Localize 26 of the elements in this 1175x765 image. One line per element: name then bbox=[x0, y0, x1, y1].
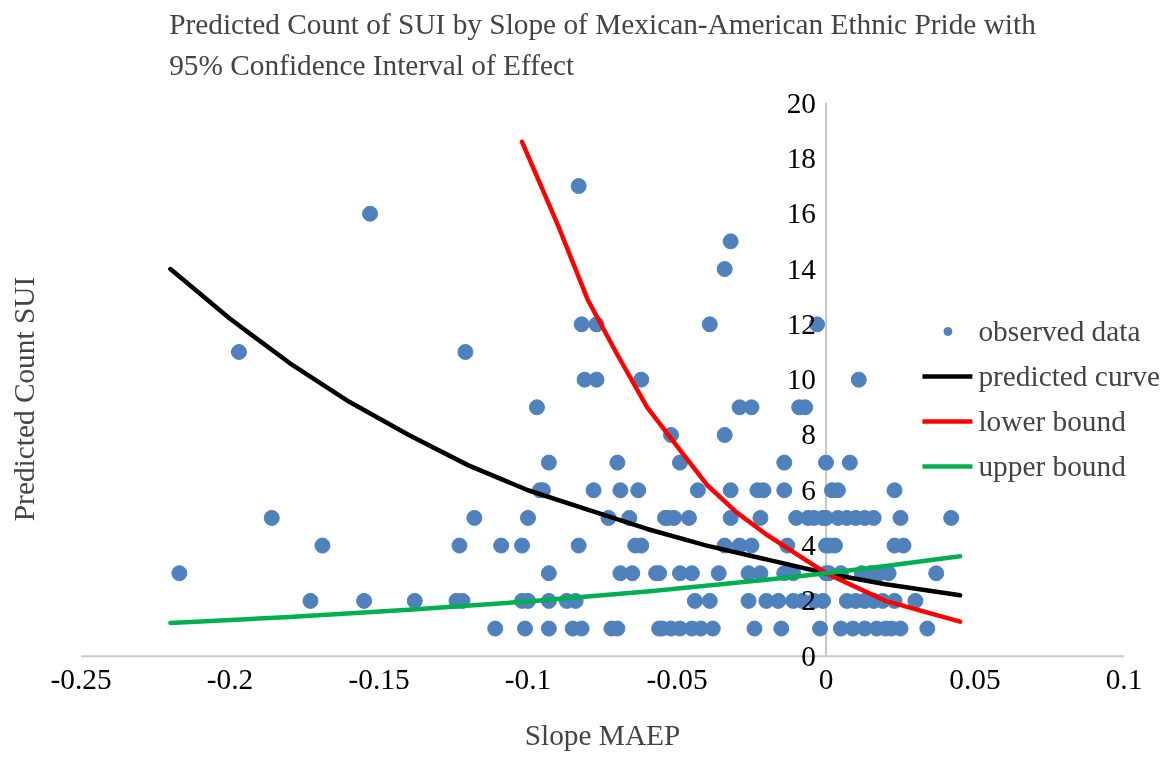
y-tick-label: 18 bbox=[786, 141, 816, 174]
x-tick-label: 0.05 bbox=[949, 663, 1001, 696]
x-tick-label: -0.25 bbox=[50, 663, 112, 696]
x-tick-label: 0.1 bbox=[1105, 663, 1143, 696]
y-tick-label: 4 bbox=[801, 529, 817, 562]
y-tick-label: 8 bbox=[801, 418, 817, 451]
y-tick-label: 10 bbox=[786, 363, 816, 396]
y-tick-label: 6 bbox=[801, 473, 817, 506]
x-axis-title: Slope MAEP bbox=[524, 718, 681, 751]
legend-label: predicted curve bbox=[978, 359, 1160, 393]
legend-label: upper bound bbox=[978, 449, 1126, 483]
y-tick-label: 20 bbox=[786, 86, 816, 119]
chart-title: Predicted Count of SUI by Slope of Mexican-American Ethnic Pride with 95% Confidence Interval of Effect bbox=[169, 7, 1037, 82]
y-tick-label: 2 bbox=[801, 584, 817, 617]
x-tick-label: -0.2 bbox=[206, 663, 254, 696]
x-tick-label: -0.05 bbox=[646, 663, 708, 696]
y-tick-label: 16 bbox=[786, 197, 816, 230]
x-tick-label: -0.1 bbox=[504, 663, 552, 696]
y-tick-label: 0 bbox=[801, 639, 817, 672]
line-series bbox=[168, 554, 963, 626]
legend-label: lower bound bbox=[978, 404, 1126, 438]
y-tick-label: 14 bbox=[786, 252, 817, 285]
x-tick-label: -0.15 bbox=[348, 663, 410, 696]
legend-label: observed data bbox=[978, 314, 1141, 348]
line-series bbox=[519, 139, 963, 624]
y-axis-title: Predicted Count SUI bbox=[7, 276, 40, 522]
